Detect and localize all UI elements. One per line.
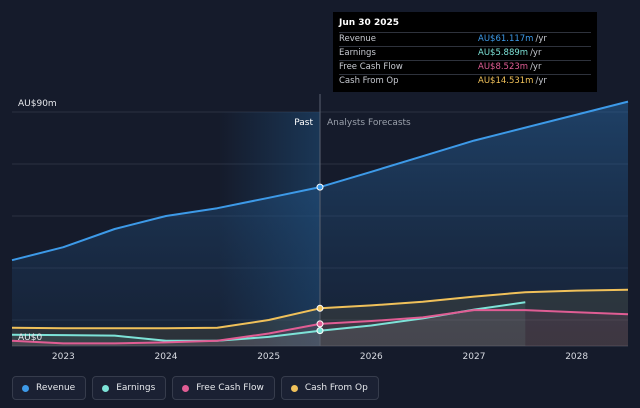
- y-axis-min-label: AU$0: [18, 333, 42, 343]
- tooltip-row-label: Revenue: [339, 34, 377, 44]
- tooltip-row-earnings: Earnings AU$5.889m /yr: [339, 46, 591, 60]
- x-tick-label: 2028: [565, 352, 588, 362]
- free-cash-flow-marker: [316, 320, 324, 328]
- forecast-region-label: Analysts Forecasts: [327, 118, 411, 128]
- y-axis-max-label: AU$90m: [18, 99, 57, 109]
- tooltip-row-label: Free Cash Flow: [339, 62, 403, 72]
- legend-item-revenue[interactable]: Revenue: [12, 376, 87, 400]
- cash-from-op-marker: [316, 304, 324, 312]
- legend-dot-icon: [290, 384, 298, 392]
- legend-dot-icon: [102, 384, 110, 392]
- tooltip-row-value: AU$61.117m: [478, 34, 534, 44]
- legend-label: Cash From Op: [304, 383, 368, 393]
- tooltip-row-revenue: Revenue AU$61.117m /yr: [339, 32, 591, 46]
- earnings-area: [12, 302, 526, 346]
- tooltip-row-cash-from-op: Cash From Op AU$14.531m /yr: [339, 74, 591, 88]
- legend-dot-icon: [22, 384, 29, 392]
- chart-svg: Past Analysts Forecasts AU$90m AU$0 2023…: [11, 94, 629, 362]
- tooltip-row-value: AU$8.523m: [478, 62, 529, 72]
- x-tick-label: 2023: [52, 352, 75, 362]
- legend-item-cash-from-op[interactable]: Cash From Op: [280, 376, 379, 400]
- past-region-label: Past: [294, 118, 313, 128]
- legend-label: Free Cash Flow: [196, 383, 264, 393]
- x-axis-ticks: 2023 2024 2025 2026 2027 2028: [52, 352, 589, 362]
- revenue-marker: [316, 183, 324, 191]
- tooltip-row-label: Earnings: [339, 48, 376, 58]
- tooltip-row-unit: /yr: [535, 34, 547, 44]
- tooltip-row-unit: /yr: [530, 48, 542, 58]
- legend-dot-icon: [182, 384, 190, 392]
- chart-legend: Revenue Earnings Free Cash Flow Cash Fro…: [12, 376, 379, 400]
- tooltip-row-label: Cash From Op: [339, 76, 399, 86]
- legend-item-free-cash-flow[interactable]: Free Cash Flow: [172, 376, 275, 400]
- x-tick-label: 2026: [360, 352, 383, 362]
- legend-label: Revenue: [36, 383, 76, 393]
- hover-markers: [316, 183, 324, 335]
- tooltip-row-free-cash-flow: Free Cash Flow AU$8.523m /yr: [339, 60, 591, 74]
- tooltip-row-unit: /yr: [535, 76, 547, 86]
- x-tick-label: 2024: [155, 352, 178, 362]
- x-tick-label: 2027: [463, 352, 486, 362]
- legend-label: Earnings: [116, 383, 156, 393]
- tooltip-row-unit: /yr: [530, 62, 542, 72]
- tooltip-date: Jun 30 2025: [339, 18, 400, 28]
- tooltip-row-value: AU$14.531m: [478, 76, 534, 86]
- legend-item-earnings[interactable]: Earnings: [92, 376, 167, 400]
- x-tick-label: 2025: [257, 352, 280, 362]
- hover-tooltip: Jun 30 2025 Revenue AU$61.117m /yr Earni…: [333, 12, 597, 92]
- tooltip-row-value: AU$5.889m: [478, 48, 529, 58]
- earnings-marker: [316, 327, 324, 335]
